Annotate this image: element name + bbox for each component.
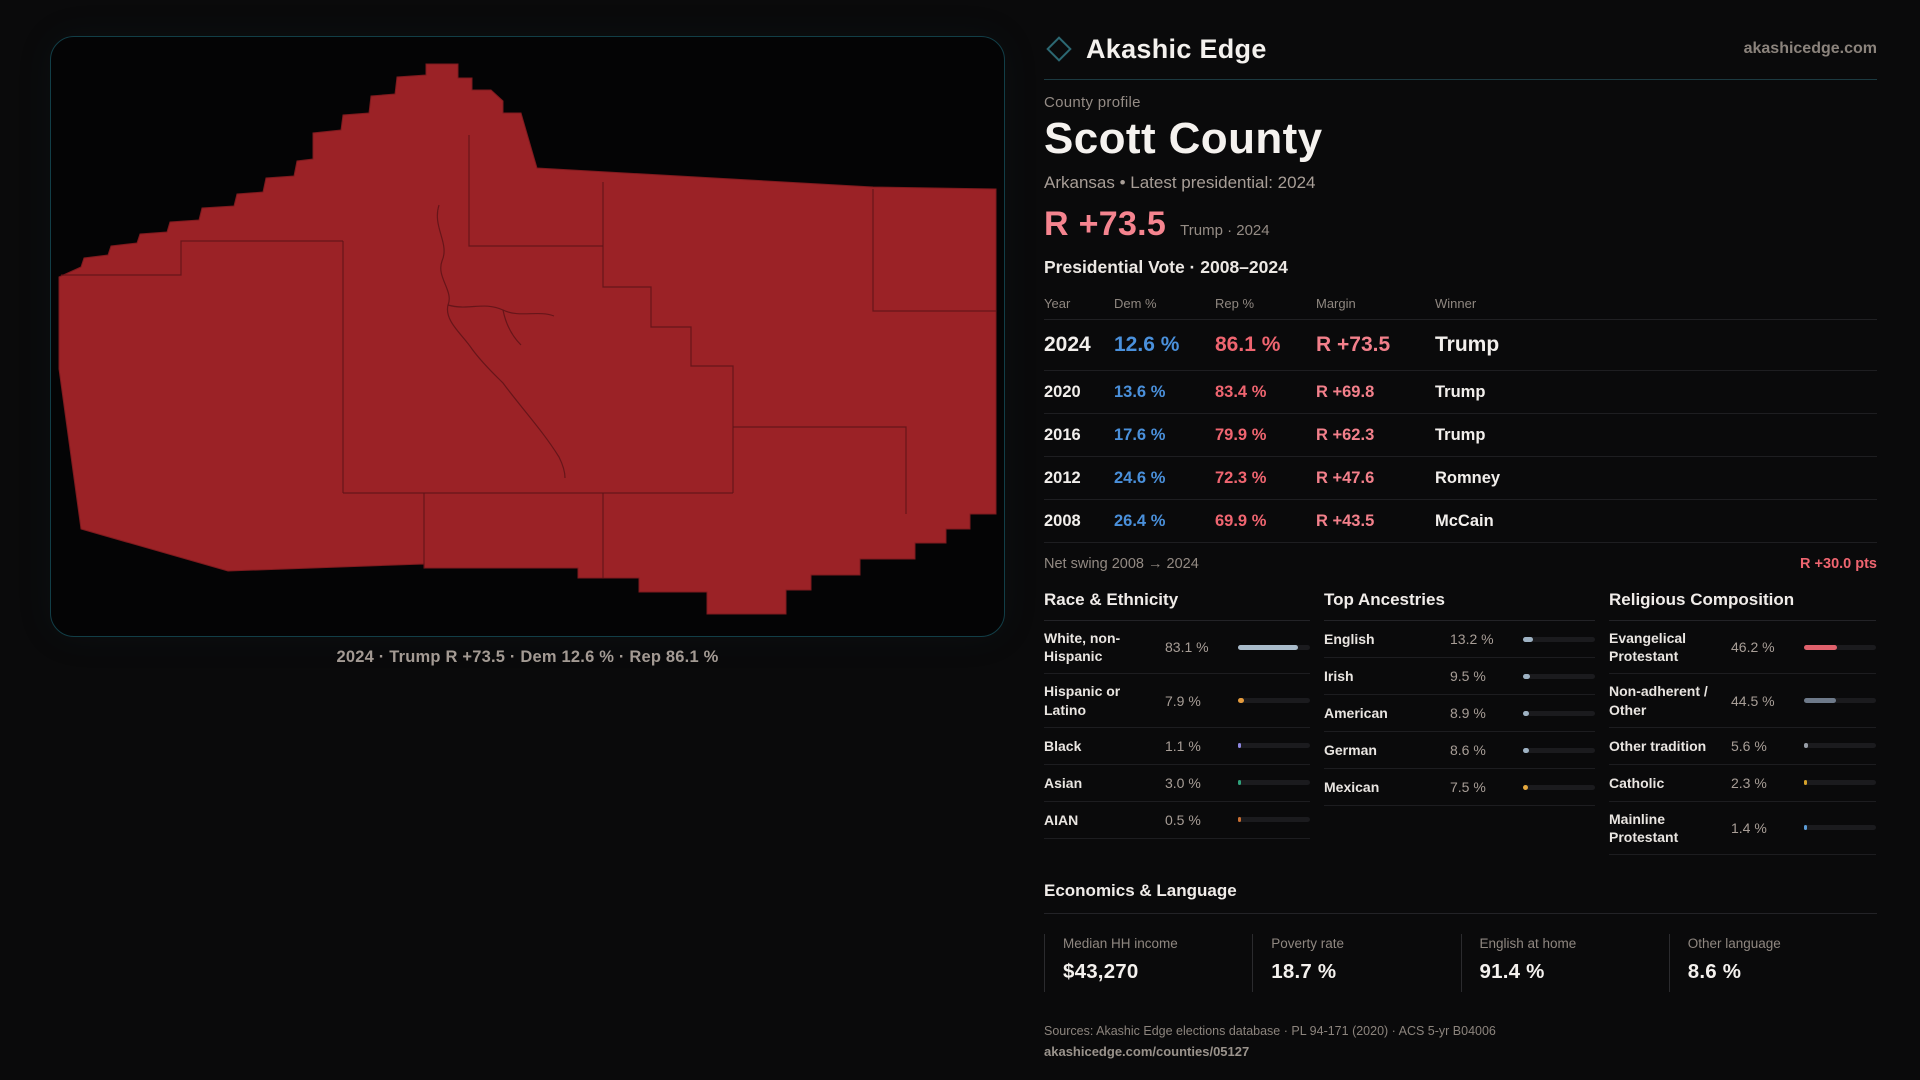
page-title: Scott County — [1044, 114, 1323, 163]
margin-note: Trump · 2024 — [1180, 222, 1270, 239]
vote-table-header: Year Dem % Rep % Margin Winner — [1044, 287, 1877, 320]
brand-domain-link[interactable]: akashicedge.com — [1743, 40, 1877, 57]
col-header-year: Year — [1044, 296, 1071, 311]
religion-section-title: Religious Composition — [1609, 590, 1876, 621]
vote-row-2016: 2016 17.6 % 79.9 % R +62.3 Trump — [1044, 414, 1877, 457]
religion-section: Religious Composition Evangelical Protes… — [1609, 590, 1876, 856]
stat-bar — [1523, 673, 1595, 679]
subtitle: Arkansas • Latest presidential: 2024 — [1044, 173, 1316, 192]
race-row-white: White, non-Hispanic 83.1 % — [1044, 621, 1310, 675]
economics-section-title: Economics & Language — [1044, 881, 1877, 915]
precinct-boundaries — [61, 135, 996, 578]
brand-name: Akashic Edge — [1086, 33, 1267, 64]
county-map — [58, 63, 997, 615]
col-header-winner: Winner — [1435, 296, 1477, 311]
demographics-columns: Race & Ethnicity White, non-Hispanic 83.… — [1044, 590, 1877, 856]
stat-bar — [1804, 743, 1876, 749]
stat-bar — [1238, 698, 1310, 704]
stat-bar — [1804, 825, 1876, 831]
eyebrow-label: County profile — [1044, 94, 1141, 111]
stat-bar — [1238, 817, 1310, 823]
app-header: Akashic Edge akashicedge.com — [1044, 26, 1877, 72]
stat-bar — [1804, 644, 1876, 650]
stat-poverty-rate: Poverty rate 18.7 % — [1252, 934, 1460, 993]
county-profile-panel: Akashic Edge akashicedge.com County prof… — [1044, 26, 1877, 1059]
stat-bar — [1523, 784, 1595, 790]
race-ethnicity-section: Race & Ethnicity White, non-Hispanic 83.… — [1044, 590, 1310, 855]
stat-bar — [1804, 780, 1876, 786]
county-map-panel — [50, 36, 1005, 637]
race-section-title: Race & Ethnicity — [1044, 590, 1310, 621]
ancestries-section-title: Top Ancestries — [1324, 590, 1595, 621]
col-header-rep: Rep % — [1215, 296, 1255, 311]
race-row-hispanic: Hispanic or Latino 7.9 % — [1044, 674, 1310, 728]
footer-permalink-link[interactable]: akashicedge.com/counties/05127 — [1044, 1044, 1250, 1060]
race-row-black: Black 1.1 % — [1044, 728, 1310, 765]
stat-bar — [1523, 747, 1595, 753]
footer: Sources: Akashic Edge elections database… — [1044, 1024, 1877, 1059]
stat-bar — [1804, 698, 1876, 704]
col-header-dem: Dem % — [1114, 296, 1157, 311]
religion-row-mainline: Mainline Protestant 1.4 % — [1609, 802, 1876, 856]
margin-value: R +73.5 — [1044, 205, 1167, 243]
latest-margin: R +73.5 Trump · 2024 — [1044, 205, 1877, 244]
net-swing-label: Net swing 2008 → 2024 — [1044, 556, 1199, 572]
stat-bar — [1523, 636, 1595, 642]
header-divider — [1044, 79, 1877, 80]
net-swing-value: R +30.0 pts — [1800, 556, 1877, 572]
ancestry-row-mexican: Mexican 7.5 % — [1324, 769, 1595, 806]
county-shape[interactable] — [58, 63, 997, 615]
ancestry-row-german: German 8.6 % — [1324, 732, 1595, 769]
religion-row-evangelical: Evangelical Protestant 46.2 % — [1609, 621, 1876, 675]
presidential-vote-table: Year Dem % Rep % Margin Winner 2024 12.6… — [1044, 287, 1877, 543]
economics-stats: Median HH income $43,270 Poverty rate 18… — [1044, 934, 1877, 993]
ancestry-row-american: American 8.9 % — [1324, 695, 1595, 732]
map-caption: 2024 · Trump R +73.5 · Dem 12.6 % · Rep … — [336, 648, 719, 666]
stat-other-language: Other language 8.6 % — [1668, 934, 1877, 993]
race-row-asian: Asian 3.0 % — [1044, 765, 1310, 802]
stat-bar — [1238, 780, 1310, 786]
vote-row-2008: 2008 26.4 % 69.9 % R +43.5 McCain — [1044, 500, 1877, 543]
ancestry-row-english: English 13.2 % — [1324, 621, 1595, 658]
religion-row-nonadherent: Non-adherent / Other 44.5 % — [1609, 674, 1876, 728]
vote-table-title: Presidential Vote · 2008–2024 — [1044, 257, 1288, 277]
stat-english-at-home: English at home 91.4 % — [1460, 934, 1669, 993]
vote-row-2012: 2012 24.6 % 72.3 % R +47.6 Romney — [1044, 457, 1877, 500]
stat-bar — [1523, 710, 1595, 716]
stat-bar — [1238, 644, 1310, 650]
footer-sources: Sources: Akashic Edge elections database… — [1044, 1024, 1496, 1039]
ancestry-row-irish: Irish 9.5 % — [1324, 658, 1595, 695]
net-swing-row: Net swing 2008 → 2024 R +30.0 pts — [1044, 543, 1877, 584]
brand-diamond-icon — [1044, 32, 1074, 66]
ancestries-section: Top Ancestries English 13.2 % Irish 9.5 … — [1324, 590, 1595, 855]
religion-row-other-tradition: Other tradition 5.6 % — [1609, 728, 1876, 765]
vote-row-2024: 2024 12.6 % 86.1 % R +73.5 Trump — [1044, 320, 1877, 371]
religion-row-catholic: Catholic 2.3 % — [1609, 765, 1876, 802]
vote-row-2020: 2020 13.6 % 83.4 % R +69.8 Trump — [1044, 371, 1877, 414]
stat-bar — [1238, 743, 1310, 749]
race-row-aian: AIAN 0.5 % — [1044, 802, 1310, 839]
col-header-margin: Margin — [1316, 296, 1356, 311]
stat-median-income: Median HH income $43,270 — [1044, 934, 1252, 993]
